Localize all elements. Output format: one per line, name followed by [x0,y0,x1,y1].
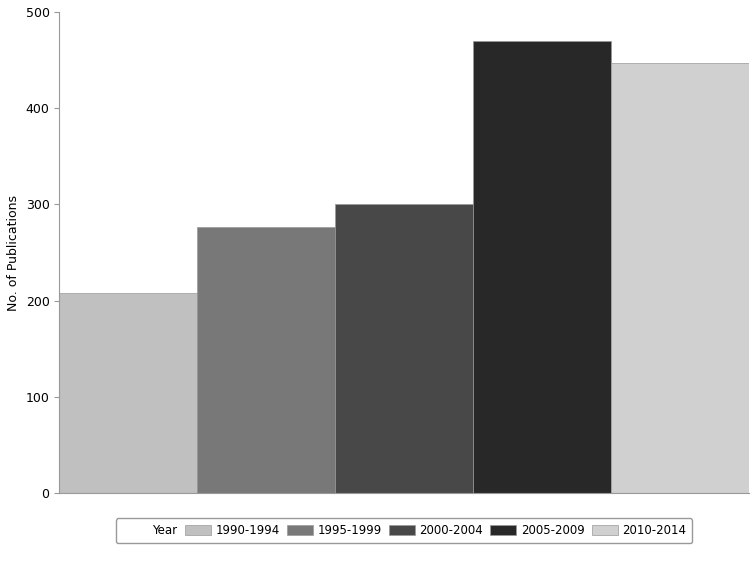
Y-axis label: No. of Publications: No. of Publications [7,194,20,311]
Bar [611,63,749,493]
Bar [197,227,335,493]
Legend: Year, 1990-1994, 1995-1999, 2000-2004, 2005-2009, 2010-2014: Year, 1990-1994, 1995-1999, 2000-2004, 2… [116,518,692,543]
Bar [59,293,197,493]
Bar [335,204,473,493]
Bar [473,41,611,493]
